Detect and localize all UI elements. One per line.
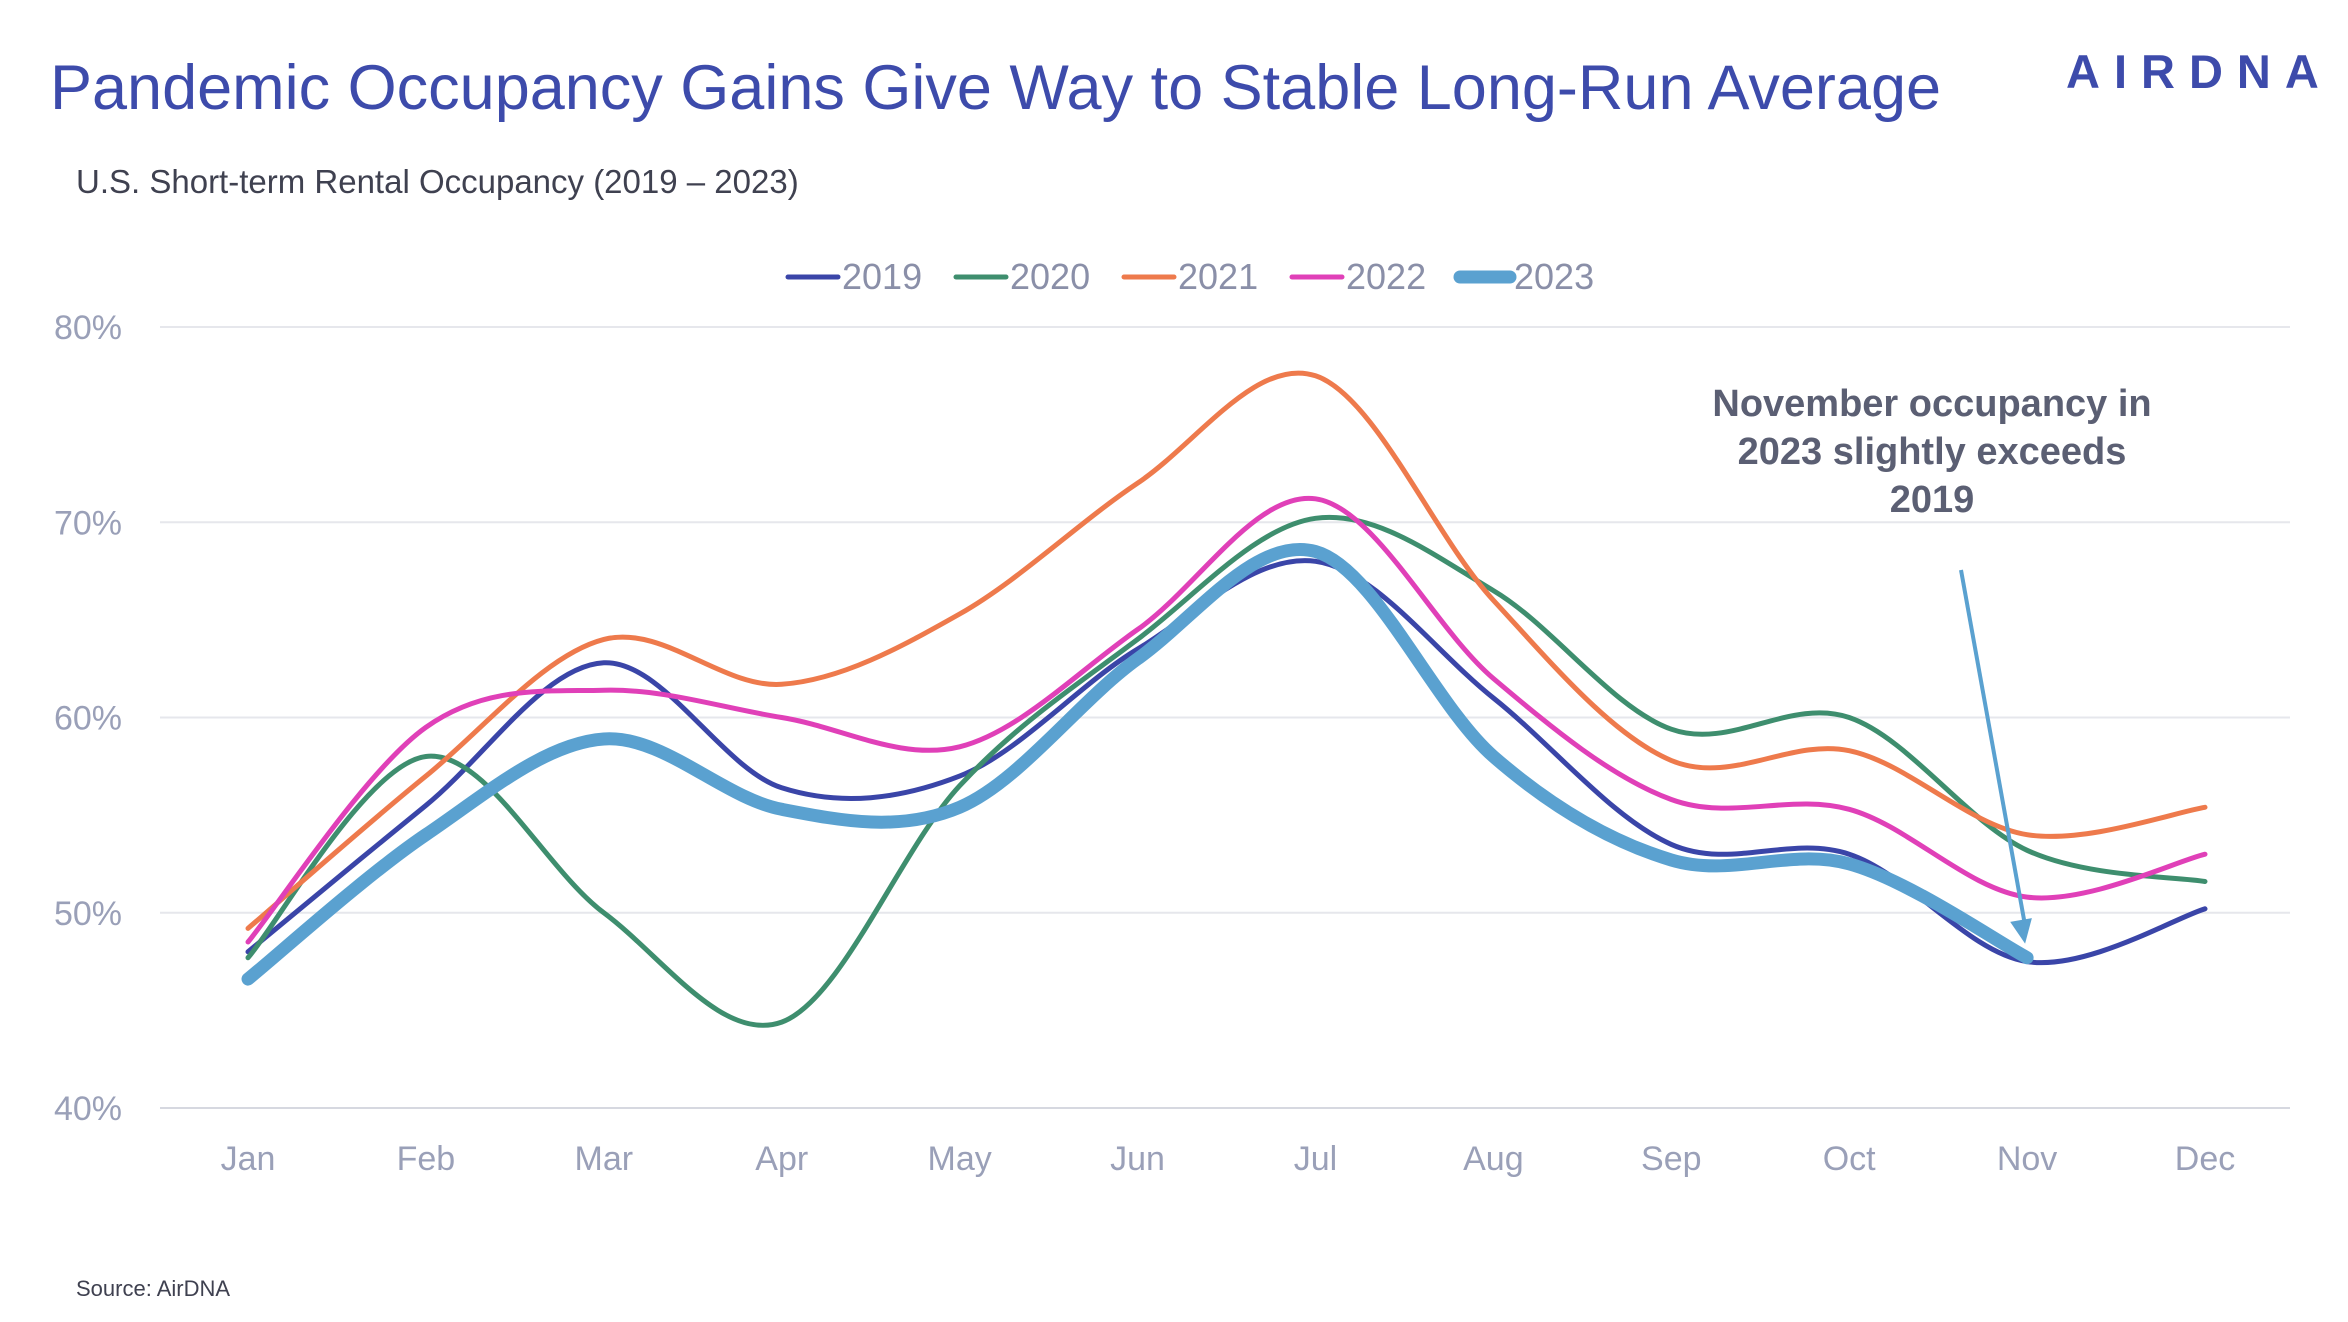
legend-label-2022: 2022 [1346,256,1426,297]
y-tick-label: 80% [54,309,122,347]
x-tick-label: Nov [1997,1140,2057,1178]
series-lines [241,370,2208,1028]
legend-label-2020: 2020 [1010,256,1090,297]
series-line-2023 [241,543,2034,986]
y-tick-label: 40% [54,1090,122,1128]
annotation-arrow-shaft [1959,569,2028,927]
x-tick-label: Dec [2175,1140,2235,1178]
annotation-text-line: 2019 [1890,479,1975,521]
x-tick-label: Mar [575,1140,634,1178]
x-tick-label: Sep [1641,1140,1702,1178]
x-tick-label: Oct [1823,1140,1876,1178]
y-tick-label: 50% [54,895,122,933]
x-tick-label: Aug [1463,1140,1524,1178]
x-tick-label: Apr [755,1140,808,1178]
x-tick-label: Jun [1110,1140,1165,1178]
y-axis: 40% 50% 60% 70% 80% [54,309,122,1128]
series-line-2020 [245,514,2208,1028]
x-tick-label: Jul [1294,1140,1337,1178]
chart-subtitle: U.S. Short-term Rental Occupancy (2019 –… [76,163,799,200]
annotation-text-line: 2023 slightly exceeds [1738,431,2127,473]
x-axis: Jan Feb Mar Apr May Jun Jul Aug Sep Oct Nov Dec [221,1140,2236,1178]
y-tick-label: 60% [54,700,122,738]
legend-label-2021: 2021 [1178,256,1258,297]
legend-label-2019: 2019 [842,256,922,297]
y-tick-label: 70% [54,504,122,542]
x-tick-label: Feb [397,1140,456,1178]
x-tick-label: May [928,1140,992,1178]
source-note: Source: AirDNA [76,1276,231,1301]
legend: 2019 2020 2021 2022 2023 [785,256,1594,297]
legend-label-2023: 2023 [1514,256,1594,297]
series-line-2022 [245,495,2208,945]
series-line-2021 [245,370,2208,931]
x-tick-label: Jan [221,1140,276,1178]
annotation-arrow-head [2010,918,2032,944]
annotation: November occupancy in 2023 slightly excee… [1712,383,2152,944]
chart-title: Pandemic Occupancy Gains Give Way to Sta… [50,53,1942,123]
airdna-logo: AIRDNA [2066,45,2333,98]
annotation-text-line: November occupancy in [1712,383,2151,425]
